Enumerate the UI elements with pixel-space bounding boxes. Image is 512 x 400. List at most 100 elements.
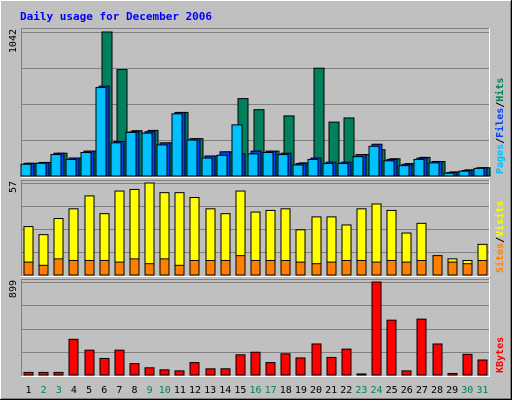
bar-kbytes-day-3 bbox=[53, 371, 64, 376]
bar-kbytes-day-14 bbox=[220, 368, 231, 376]
bar-kbytes-day-4 bbox=[68, 338, 79, 376]
bar-pages-day-17 bbox=[262, 152, 274, 177]
x-tick-label-day-20: 20 bbox=[310, 385, 322, 396]
bar-kbytes-day-21 bbox=[326, 356, 337, 376]
bar-kbytes-day-15 bbox=[235, 354, 246, 376]
bar-kbytes-day-8 bbox=[129, 363, 140, 376]
x-tick-label-day-19: 19 bbox=[295, 385, 307, 396]
x-tick-label-day-29: 29 bbox=[446, 385, 458, 396]
bar-kbytes-day-31 bbox=[477, 359, 488, 376]
bar-pages-day-30 bbox=[458, 170, 470, 177]
bar-sites-day-5 bbox=[84, 259, 95, 276]
bar-pages-day-15 bbox=[231, 124, 243, 177]
bar-sites-day-28 bbox=[432, 255, 443, 276]
bar-kbytes-day-29 bbox=[447, 372, 458, 376]
bar-sites-day-20 bbox=[311, 263, 322, 276]
bar-sites-day-27 bbox=[416, 259, 427, 276]
x-tick-label-day-5: 5 bbox=[86, 385, 92, 396]
x-tick-label-day-25: 25 bbox=[386, 385, 398, 396]
bar-pages-day-3 bbox=[50, 154, 62, 177]
bar-kbytes-day-25 bbox=[386, 319, 397, 376]
bar-pages-day-6 bbox=[95, 87, 107, 177]
bar-pages-day-2 bbox=[35, 162, 47, 177]
x-tick-label-day-28: 28 bbox=[431, 385, 443, 396]
bar-sites-day-19 bbox=[295, 261, 306, 276]
bar-kbytes-day-16 bbox=[250, 351, 261, 376]
legend-entry: Files bbox=[494, 108, 506, 138]
bar-pages-day-27 bbox=[413, 158, 425, 177]
x-tick-label-day-26: 26 bbox=[401, 385, 413, 396]
x-tick-label-day-31: 31 bbox=[476, 385, 488, 396]
bar-sites-day-14 bbox=[220, 259, 231, 276]
bar-kbytes-day-28 bbox=[432, 343, 443, 376]
bar-sites-day-31 bbox=[477, 259, 488, 276]
bar-sites-day-11 bbox=[174, 264, 185, 276]
bar-sites-day-6 bbox=[99, 259, 110, 276]
bar-pages-day-5 bbox=[80, 152, 92, 177]
bar-pages-day-31 bbox=[473, 167, 485, 177]
x-tick-label-day-13: 13 bbox=[204, 385, 216, 396]
bar-pages-day-24 bbox=[368, 145, 380, 177]
bar-pages-day-19 bbox=[292, 164, 304, 177]
legend-entry: / bbox=[495, 102, 506, 108]
x-tick-label-day-1: 1 bbox=[26, 385, 32, 396]
bar-visits-day-9 bbox=[144, 182, 155, 276]
bar-sites-day-21 bbox=[326, 261, 337, 276]
legend-entry: KBytes bbox=[495, 337, 506, 373]
bar-pages-day-29 bbox=[443, 172, 455, 177]
x-tick-label-day-7: 7 bbox=[116, 385, 122, 396]
bar-pages-day-20 bbox=[307, 158, 319, 177]
x-tick-label-day-2: 2 bbox=[41, 385, 47, 396]
bar-kbytes-day-24 bbox=[371, 281, 382, 376]
bar-pages-day-18 bbox=[277, 154, 289, 177]
bar-pages-day-11 bbox=[171, 113, 183, 177]
bar-sites-day-25 bbox=[386, 259, 397, 276]
x-tick-label-day-9: 9 bbox=[147, 385, 153, 396]
bar-pages-day-16 bbox=[247, 153, 259, 177]
chart-title: Daily usage for December 2006 bbox=[20, 10, 212, 23]
bar-kbytes-day-6 bbox=[99, 357, 110, 376]
legend-entry: Pages bbox=[495, 144, 506, 174]
bar-sites-day-30 bbox=[462, 263, 473, 276]
bar-pages-day-8 bbox=[125, 131, 137, 177]
bar-kbytes-day-13 bbox=[205, 368, 216, 376]
x-tick-label-day-10: 10 bbox=[159, 385, 171, 396]
bar-pages-day-28 bbox=[428, 162, 440, 177]
bar-pages-day-23 bbox=[352, 156, 364, 177]
legend: Sites/Visits bbox=[494, 201, 506, 273]
bar-sites-day-29 bbox=[447, 261, 458, 276]
legend: Pages/Files/Hits bbox=[494, 78, 506, 174]
legend-entry: Hits bbox=[494, 78, 506, 102]
bar-kbytes-day-1 bbox=[23, 371, 34, 376]
bar-sites-day-8 bbox=[129, 258, 140, 276]
bar-kbytes-day-17 bbox=[265, 362, 276, 376]
x-tick-label-day-21: 21 bbox=[325, 385, 337, 396]
bar-pages-day-10 bbox=[156, 144, 168, 177]
bar-pages-day-1 bbox=[20, 163, 32, 177]
x-tick-label-day-6: 6 bbox=[101, 385, 107, 396]
bar-kbytes-day-11 bbox=[174, 370, 185, 376]
legend-entry: Visits bbox=[494, 201, 506, 237]
x-tick-label-day-3: 3 bbox=[56, 385, 62, 396]
y-max-label: 1042 bbox=[8, 29, 19, 53]
x-tick-label-day-18: 18 bbox=[280, 385, 292, 396]
bar-pages-day-14 bbox=[216, 154, 228, 177]
bar-kbytes-day-20 bbox=[311, 343, 322, 376]
bar-pages-day-26 bbox=[398, 165, 410, 177]
bar-sites-day-18 bbox=[280, 259, 291, 276]
bar-kbytes-day-26 bbox=[401, 370, 412, 376]
bar-pages-day-7 bbox=[110, 142, 122, 177]
bar-sites-day-2 bbox=[38, 264, 49, 276]
bar-kbytes-day-18 bbox=[280, 353, 291, 376]
x-tick-label-day-22: 22 bbox=[340, 385, 352, 396]
bar-sites-day-23 bbox=[356, 259, 367, 276]
x-tick-label-day-4: 4 bbox=[71, 385, 77, 396]
x-tick-label-day-16: 16 bbox=[249, 385, 261, 396]
bar-pages-day-13 bbox=[201, 157, 213, 177]
y-max-label: 57 bbox=[8, 181, 19, 193]
bar-sites-day-17 bbox=[265, 259, 276, 276]
bar-pages-day-9 bbox=[141, 132, 153, 177]
bar-pages-day-25 bbox=[383, 160, 395, 177]
x-tick-label-day-12: 12 bbox=[189, 385, 201, 396]
